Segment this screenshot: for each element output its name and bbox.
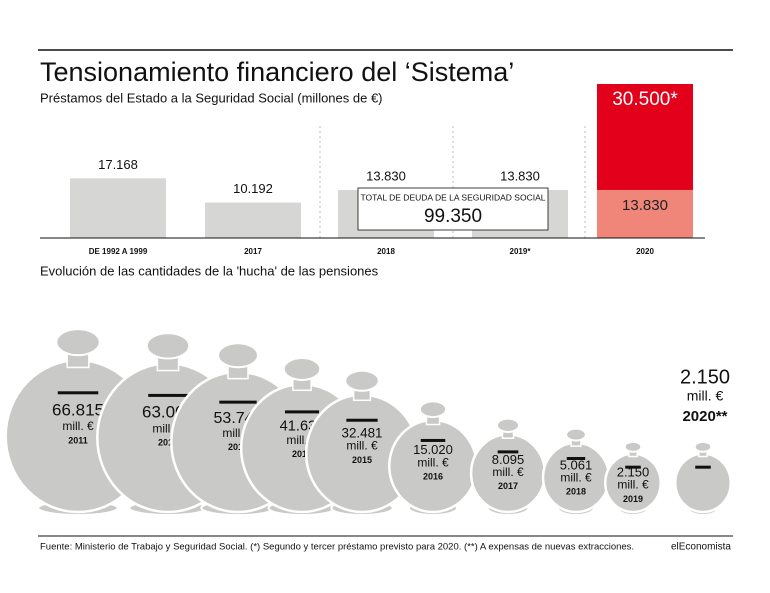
- year-label: 2019: [623, 494, 643, 504]
- unit-label: mill. €: [560, 470, 592, 484]
- category-label: 2020: [636, 247, 654, 256]
- bar: [205, 202, 301, 238]
- value-label: 5.061: [560, 457, 593, 472]
- value-label: 15.020: [413, 442, 453, 457]
- value-label: 32.481: [342, 425, 383, 440]
- piggy-slot: [497, 450, 519, 454]
- year-label: 2014: [292, 449, 312, 459]
- total-label: TOTAL DE DEUDA DE LA SEGURIDAD SOCIAL: [360, 192, 545, 202]
- unit-label: mill. €: [687, 388, 724, 404]
- category-label: DE 1992 A 1999: [89, 247, 148, 256]
- brand: elEconomista: [671, 542, 731, 553]
- piggy-knob: [623, 440, 643, 453]
- total-value: 99.350: [424, 206, 482, 227]
- year-label: 2020**: [682, 408, 727, 425]
- piggy-knob: [495, 417, 521, 433]
- source: Fuente: Ministerio de Trabajo y Segurida…: [40, 542, 634, 553]
- value-label: 17.168: [98, 157, 138, 172]
- value-label: 13.830: [622, 197, 668, 214]
- unit-label: mill. €: [617, 478, 649, 492]
- value-label: 13.830: [500, 168, 540, 183]
- value-label: 2.150: [680, 366, 730, 388]
- piggy-knob: [565, 427, 587, 442]
- piggy-knob: [145, 332, 191, 360]
- category-label: 2019*: [510, 247, 532, 256]
- value-label: 66.815: [52, 400, 104, 419]
- value-label: 30.500*: [612, 89, 678, 110]
- value-label: 2.150: [617, 465, 650, 480]
- piggy-knob: [344, 369, 380, 392]
- piggy-knob: [418, 400, 448, 419]
- value-label: 13.830: [366, 168, 406, 183]
- bar: [597, 84, 693, 190]
- bar: [597, 189, 693, 238]
- piggy-knob: [693, 440, 713, 453]
- unit-label: mill. €: [417, 455, 449, 469]
- piggy-slot: [566, 456, 586, 460]
- year-label: 2015: [352, 455, 372, 465]
- piggy-slot: [284, 410, 320, 414]
- category-label: 2017: [244, 247, 262, 256]
- total-box: [357, 187, 549, 231]
- piggy-slot: [695, 465, 711, 469]
- subtitle: Préstamos del Estado a la Seguridad Soci…: [40, 90, 383, 105]
- year-label: 2016: [423, 471, 443, 481]
- piggy-slot: [148, 393, 188, 397]
- year-label: 2012: [158, 437, 178, 447]
- unit-label: mill. €: [346, 439, 378, 453]
- category-label: 2018: [377, 247, 395, 256]
- bar: [70, 178, 166, 238]
- piggy-slot: [625, 465, 641, 469]
- unit-label: mill. €: [492, 465, 524, 479]
- piggy-slot: [57, 391, 99, 395]
- year-label: 2018: [566, 487, 586, 497]
- title: Tensionamiento financiero del ‘Sistema’: [40, 57, 514, 87]
- piggy-slot: [219, 400, 257, 404]
- year-label: 2013: [228, 442, 248, 452]
- piggy-body: [674, 452, 732, 514]
- piggy-slot: [346, 418, 378, 422]
- piggy-knob: [55, 328, 101, 357]
- value-label: 8.095: [492, 452, 525, 467]
- value-label: 10.192: [233, 181, 273, 196]
- piggy-knob: [282, 357, 322, 381]
- year-label: 2017: [498, 481, 518, 491]
- unit-label: mill. €: [62, 419, 94, 433]
- piggy-slot: [420, 438, 446, 442]
- piggy-knob: [216, 342, 260, 369]
- section-title: Evolución de las cantidades de la 'hucha…: [40, 263, 379, 278]
- year-label: 2011: [68, 435, 88, 445]
